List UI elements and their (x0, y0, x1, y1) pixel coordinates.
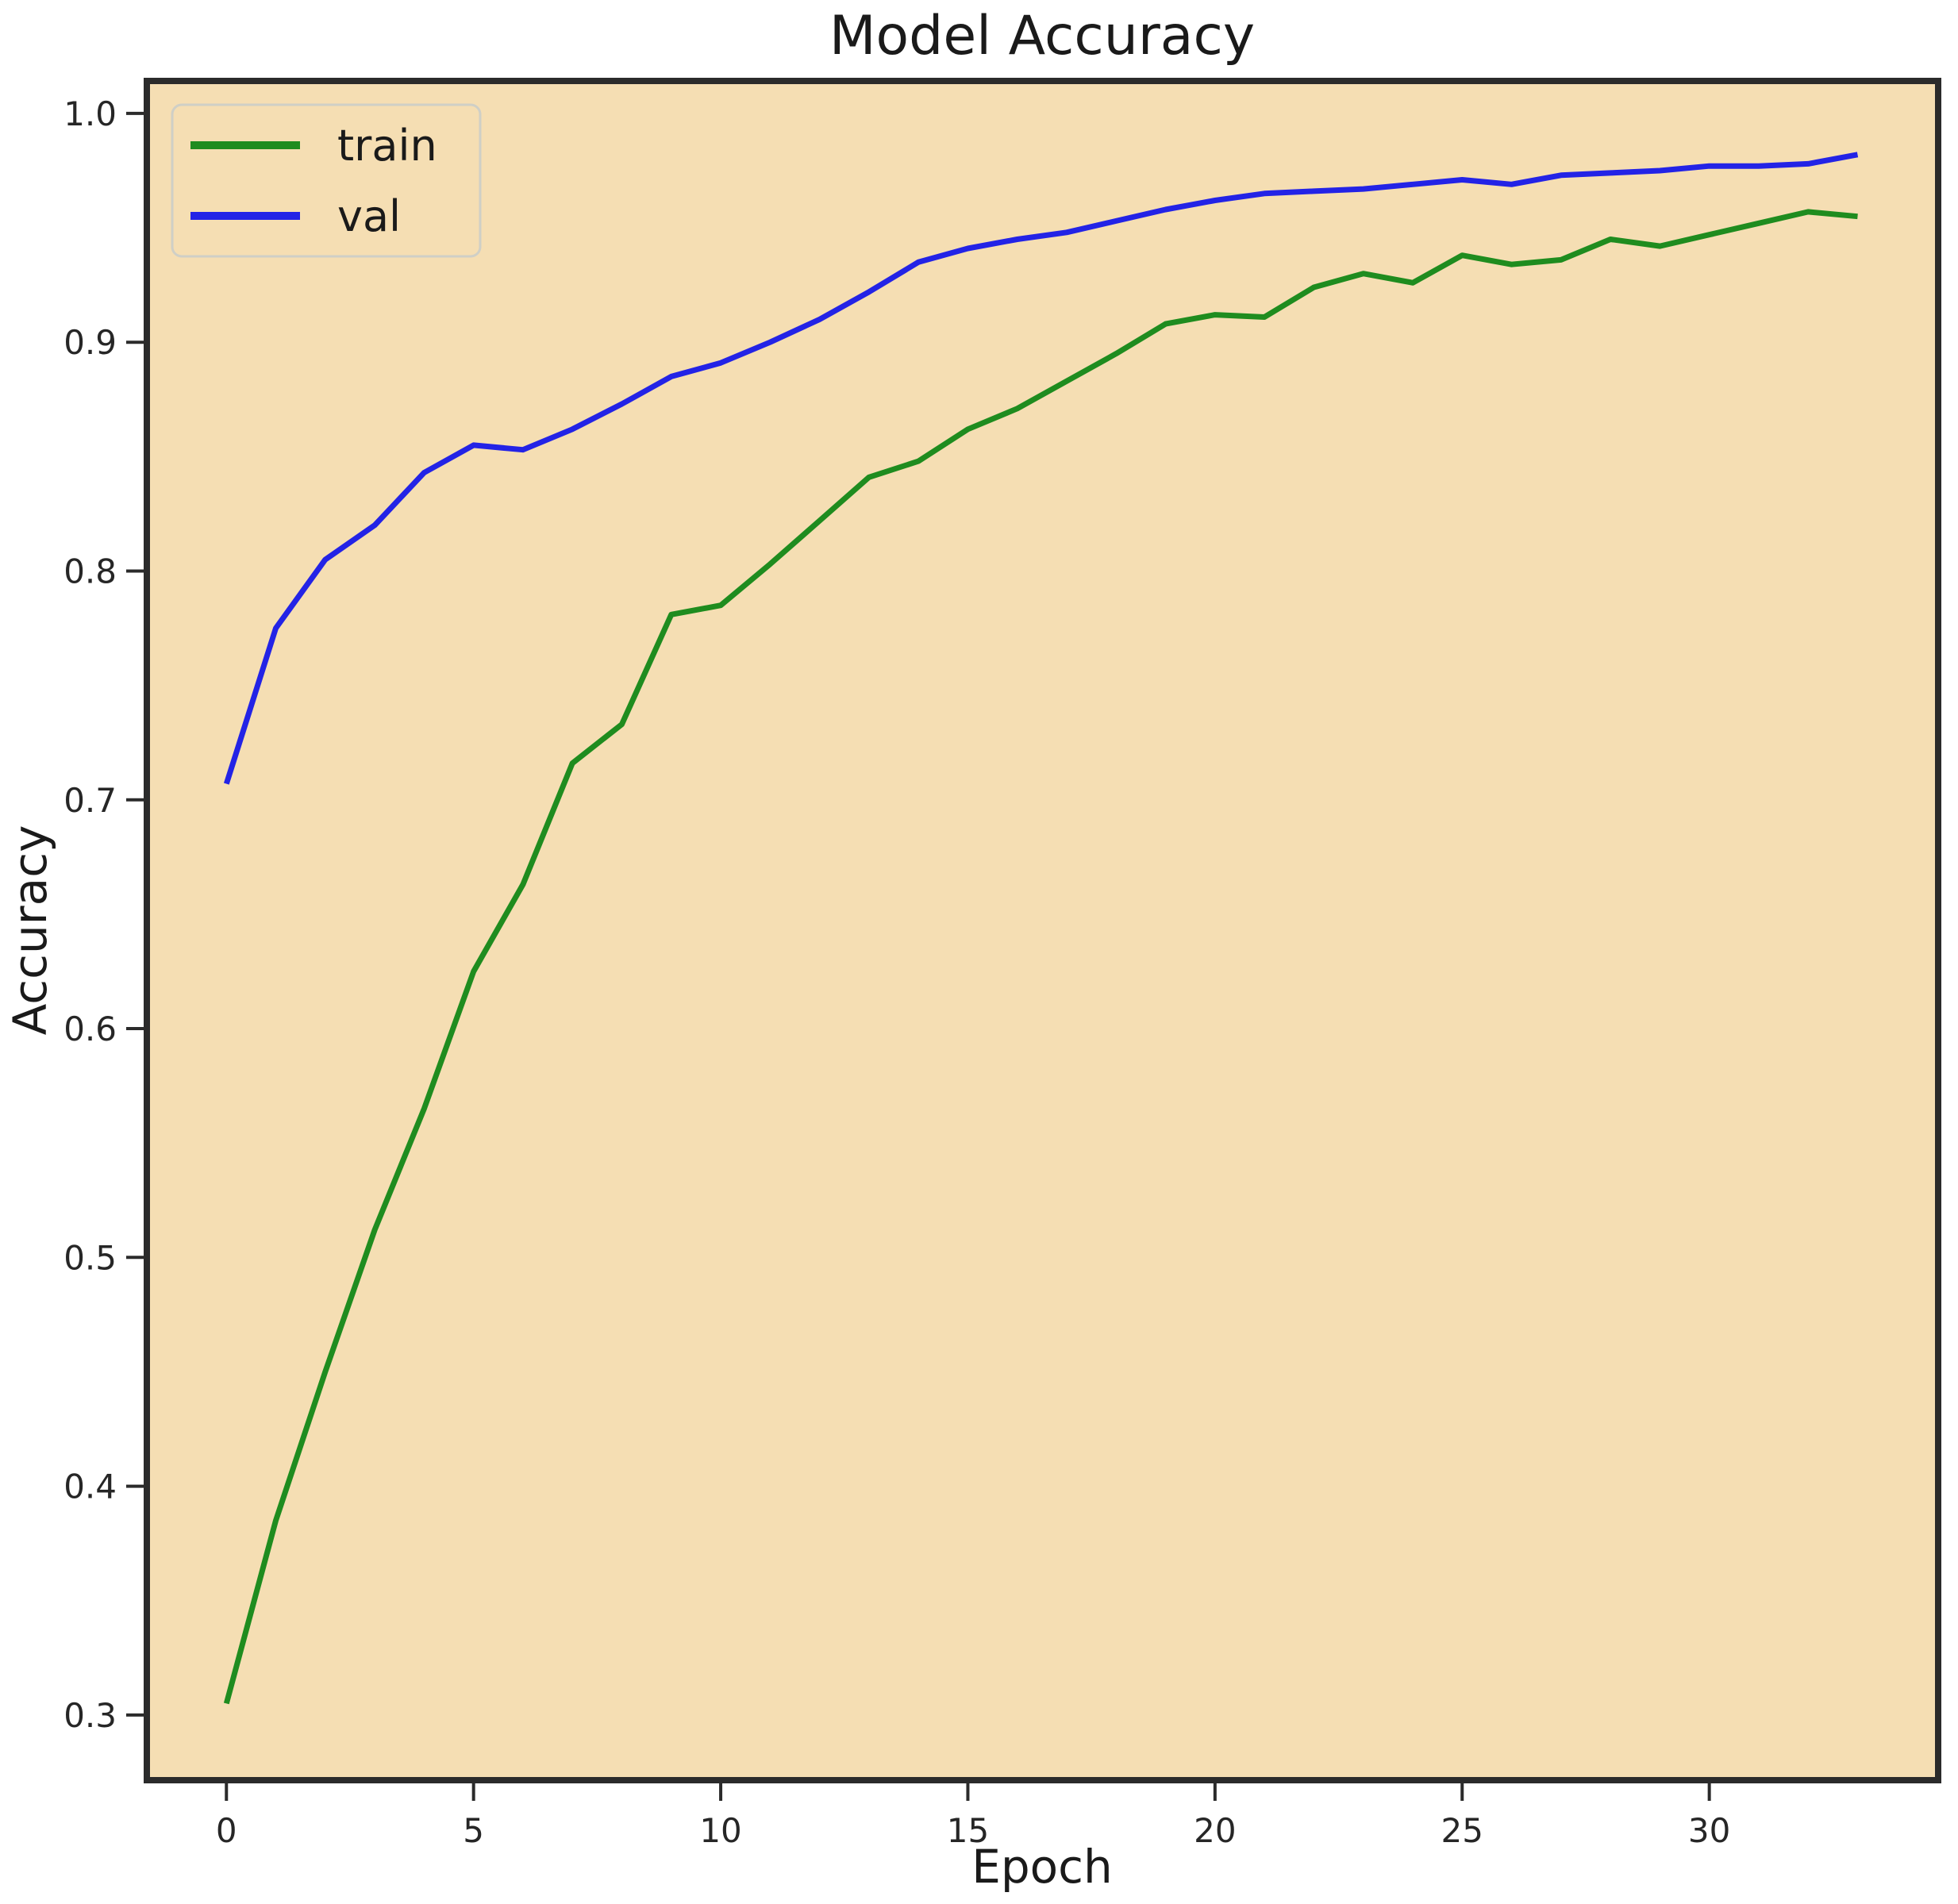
legend: train val (171, 103, 482, 258)
x-tick-label: 10 (699, 1811, 741, 1850)
x-tick-label: 25 (1441, 1811, 1483, 1850)
axis-ticks: 0 5 10 15 20 25 30 0.3 0.4 0.5 0.6 0.7 0.8 0.9 1.0 (63, 94, 1730, 1850)
x-tick-label: 30 (1688, 1811, 1730, 1850)
x-tick-label: 0 (216, 1811, 237, 1850)
x-tick-label: 5 (463, 1811, 484, 1850)
y-tick-label: 0.7 (63, 781, 117, 820)
y-tick-label: 0.8 (63, 552, 117, 590)
x-axis-label: Epoch (971, 1840, 1113, 1894)
chart-title: Model Accuracy (829, 5, 1255, 67)
y-axis-label: Accuracy (3, 825, 57, 1036)
y-tick-label: 0.6 (63, 1010, 117, 1048)
y-tick-label: 1.0 (63, 94, 117, 133)
y-tick-label: 0.3 (63, 1696, 117, 1735)
train-line (223, 209, 1858, 1705)
y-tick-label: 0.9 (63, 323, 117, 362)
x-tick-label: 15 (947, 1811, 989, 1850)
legend-val-label: val (337, 191, 401, 241)
x-tick-label: 20 (1194, 1811, 1236, 1850)
y-tick-label: 0.4 (63, 1467, 117, 1506)
legend-train-label: train (337, 121, 437, 171)
plot-area (144, 78, 1941, 1783)
series-lines (223, 152, 1859, 1705)
val-line (223, 152, 1859, 785)
y-tick-label: 0.5 (63, 1238, 117, 1277)
